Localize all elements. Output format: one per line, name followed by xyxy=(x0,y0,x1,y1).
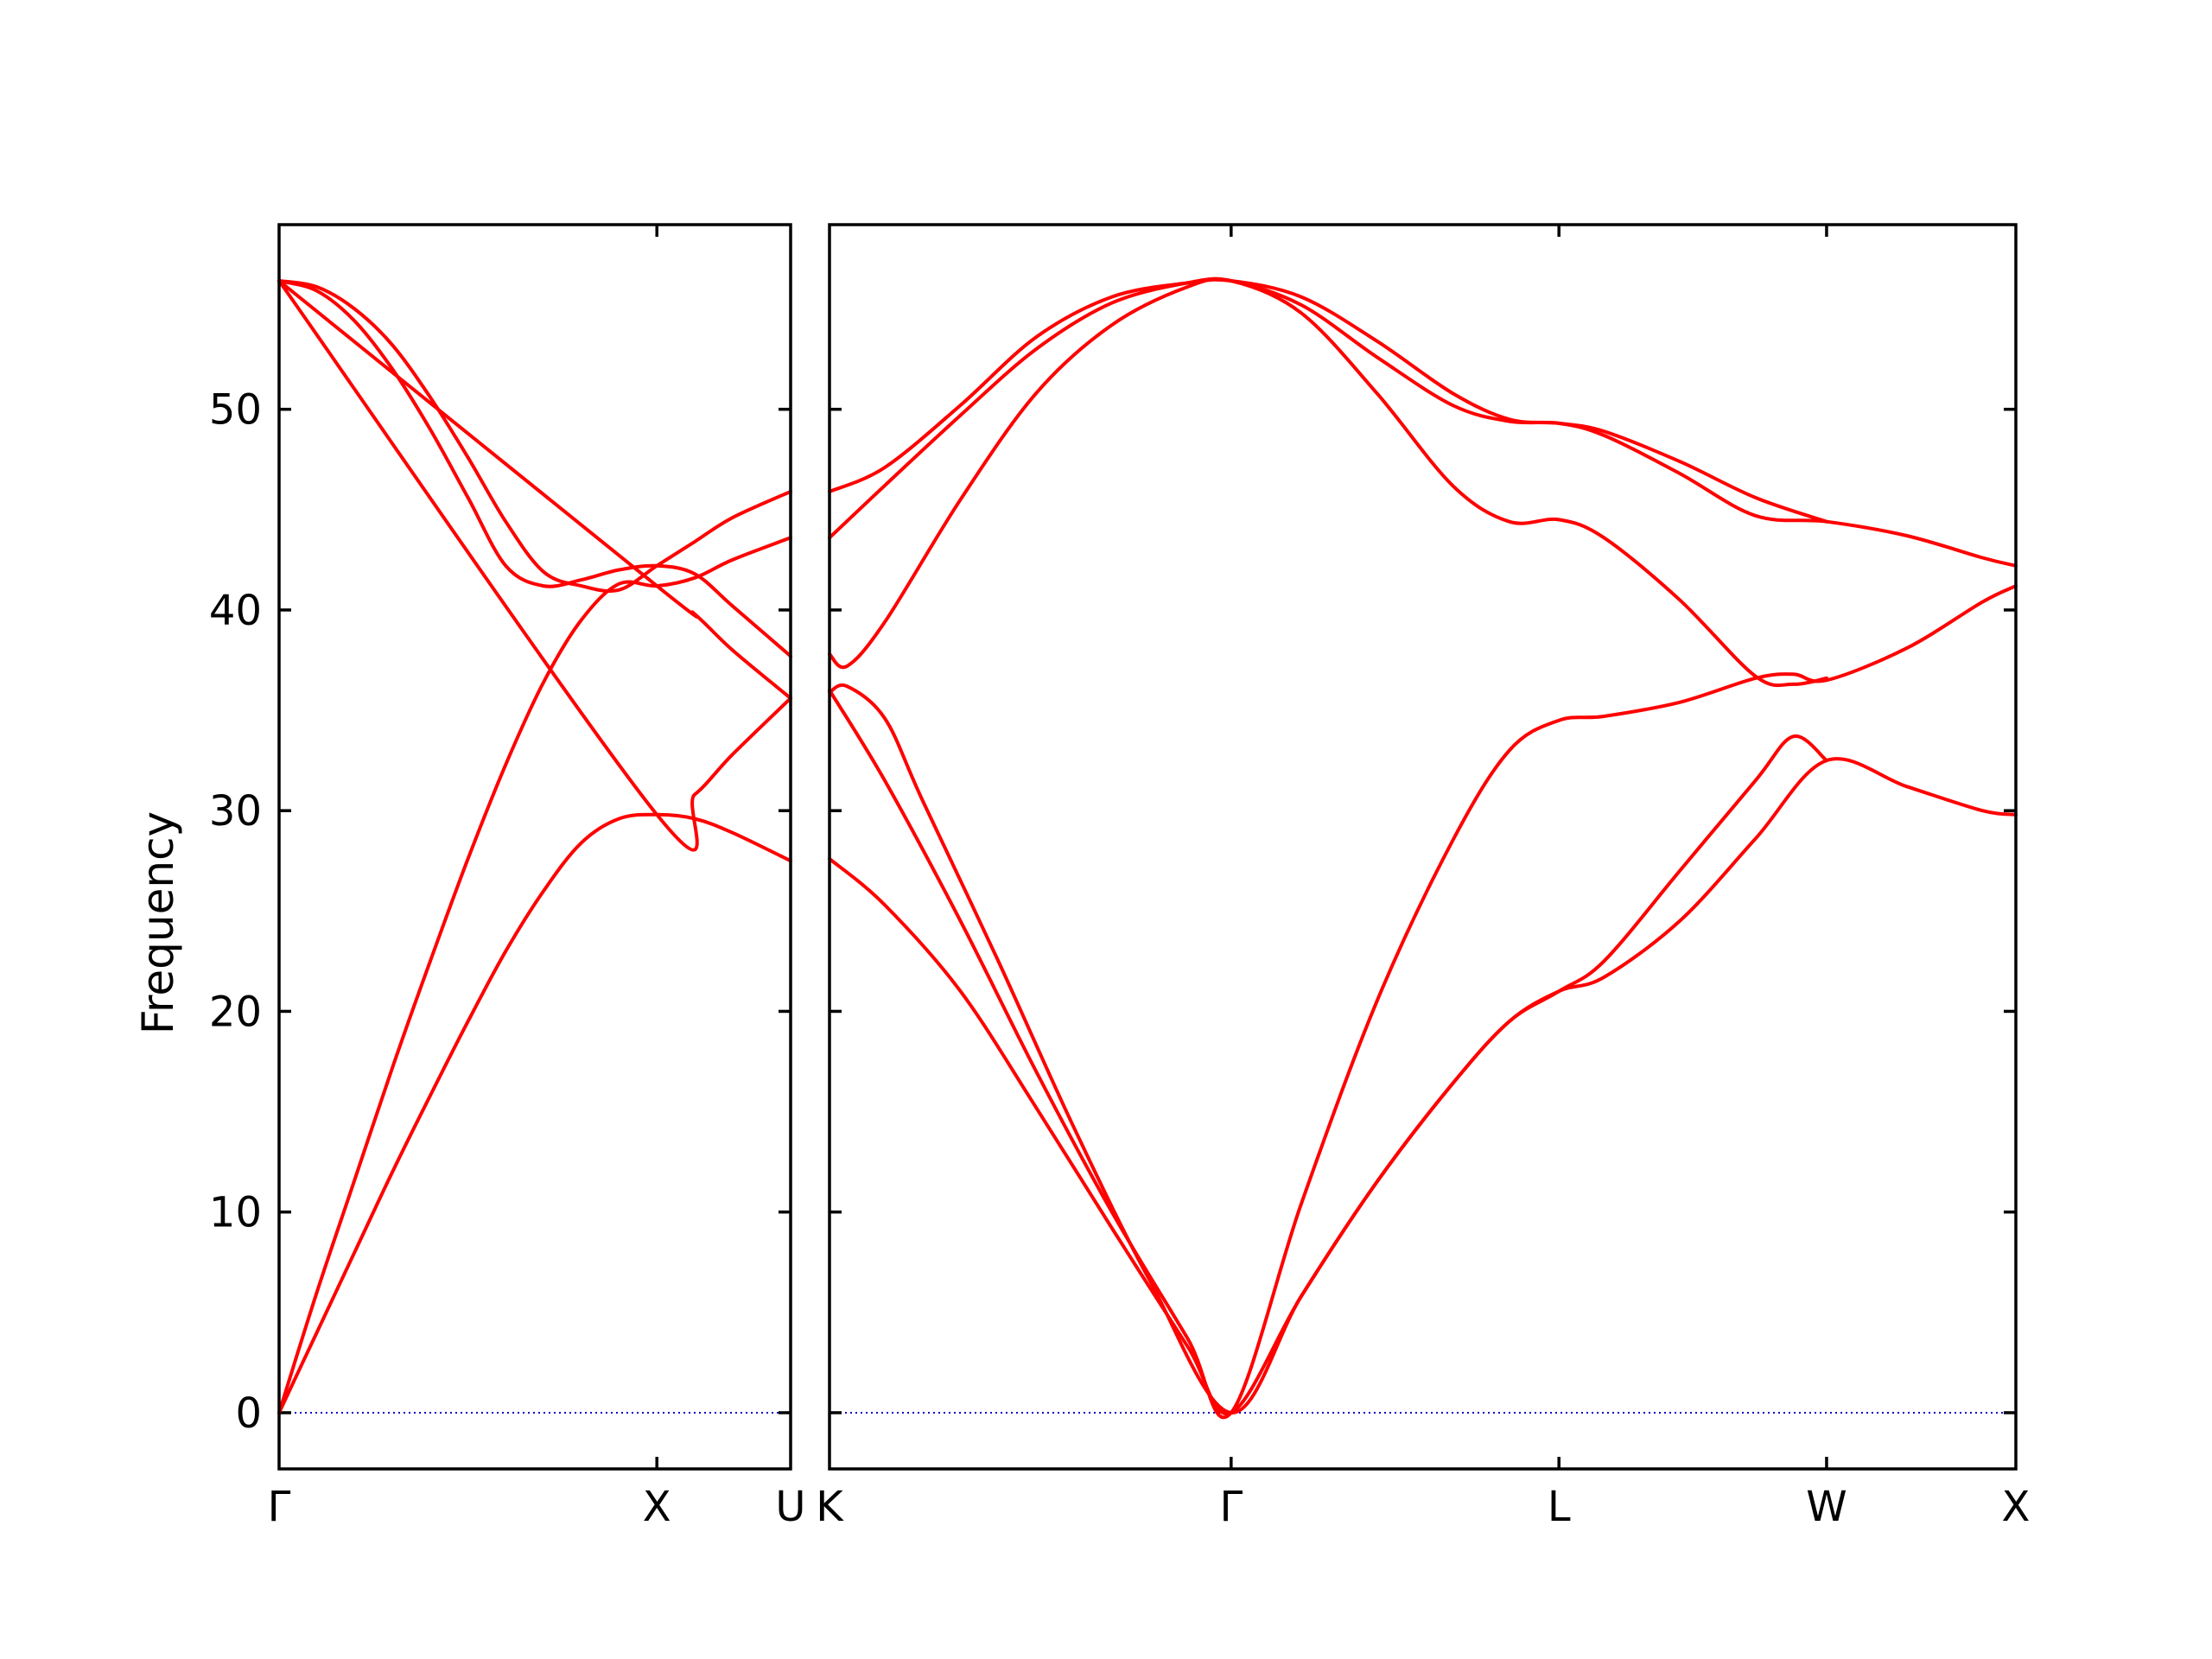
y-tick-label: 40 xyxy=(209,587,262,635)
phonon-band-line xyxy=(828,757,2018,1416)
phonon-band-line xyxy=(277,279,792,701)
y-axis-title: Frequency xyxy=(133,811,183,1034)
x-tick-label: U xyxy=(775,1483,805,1531)
x-tick-label: X xyxy=(643,1483,671,1531)
x-tick-label: X xyxy=(2002,1483,2031,1531)
phonon-band-line xyxy=(828,584,2018,1420)
y-tick-label: 10 xyxy=(209,1189,262,1237)
phonon-band-line xyxy=(277,536,792,1414)
plot-frame xyxy=(828,223,2018,1471)
phonon-band-line xyxy=(828,277,1828,524)
phonon-band-line xyxy=(828,683,1828,1414)
phonon-band-line xyxy=(277,279,792,658)
phonon-band-line xyxy=(828,276,1828,688)
x-tick-label: K xyxy=(816,1483,844,1531)
x-tick-label: Γ xyxy=(268,1483,291,1531)
y-tick-label: 0 xyxy=(235,1389,262,1438)
panel-gamma-x-u: 0 10 20 30 40 50 Γ X U xyxy=(209,223,806,1531)
y-tick-label: 50 xyxy=(209,386,262,435)
x-tick-label: Γ xyxy=(1219,1483,1243,1531)
phonon-band-line xyxy=(277,279,792,594)
y-tick-label: 20 xyxy=(209,988,262,1036)
phonon-band-line xyxy=(277,279,792,852)
plot-frame xyxy=(277,223,792,1471)
phonon-band-line xyxy=(828,276,2018,568)
phonon-band-line xyxy=(277,812,792,1414)
x-tick-label: L xyxy=(1548,1483,1571,1531)
y-tick-label: 30 xyxy=(209,787,262,836)
x-tick-label: W xyxy=(1806,1483,1847,1531)
